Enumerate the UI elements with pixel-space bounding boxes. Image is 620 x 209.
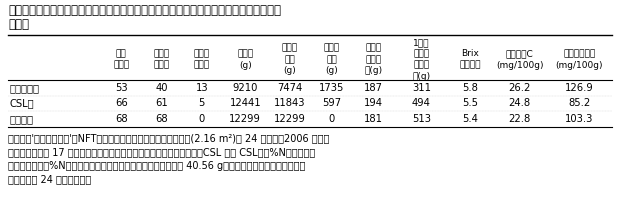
Text: 5.8: 5.8 (462, 83, 478, 93)
Text: 1株あ: 1株あ (413, 38, 430, 47)
Text: トマト'ハウス桃太郎'をNFT（薄膜水耕）システムで栽培、各区(2.16 m²)に 24 株定植。2006 年６月: トマト'ハウス桃太郎'をNFT（薄膜水耕）システムで栽培、各区(2.16 m²)… (8, 134, 329, 144)
Text: 表１　有機質肥料と化学肥料を使った養液栽培のトマト一段栽培における収量と品質の: 表１ 有機質肥料と化学肥料を使った養液栽培のトマト一段栽培における収量と品質の (8, 4, 281, 17)
Text: （個）: （個） (193, 61, 210, 70)
Text: 13: 13 (195, 83, 208, 93)
Text: 収量: 収量 (284, 55, 295, 64)
Text: 61: 61 (155, 98, 168, 108)
Text: 24.8: 24.8 (508, 98, 531, 108)
Text: 11843: 11843 (274, 98, 305, 108)
Text: 0: 0 (329, 114, 335, 124)
Text: 494: 494 (412, 98, 431, 108)
Text: CSL区: CSL区 (10, 98, 35, 108)
Text: 不良果: 不良果 (193, 49, 210, 58)
Text: ７日定植、８月 17 日栽培終了。肥料は化学肥料区に大塚ハウス肥料、CSL 区に CSL（３%N）、籠煮汁: ７日定植、８月 17 日栽培終了。肥料は化学肥料区に大塚ハウス肥料、CSL 区に… (8, 147, 315, 157)
Text: 収量は各区 24 株の合計値。: 収量は各区 24 株の合計値。 (8, 174, 91, 184)
Text: 181: 181 (365, 114, 383, 124)
Text: （平均）: （平均） (459, 61, 481, 70)
Text: (g): (g) (326, 66, 338, 75)
Text: 0: 0 (198, 114, 205, 124)
Text: 9210: 9210 (232, 83, 258, 93)
Text: 68: 68 (115, 114, 128, 124)
Text: (mg/100g): (mg/100g) (496, 61, 543, 70)
Text: 26.2: 26.2 (508, 83, 531, 93)
Text: たり良: たり良 (414, 49, 430, 58)
Text: （個）: （個） (113, 61, 129, 70)
Text: Brix: Brix (461, 49, 479, 58)
Text: 5.5: 5.5 (462, 98, 478, 108)
Text: （個）: （個） (153, 61, 169, 70)
Text: 85.2: 85.2 (569, 98, 591, 108)
Text: 果数: 果数 (116, 49, 126, 58)
Text: 5.4: 5.4 (462, 114, 478, 124)
Text: 総収量: 総収量 (237, 49, 253, 58)
Text: 12299: 12299 (273, 114, 306, 124)
Text: 区に籠煮汁（６%N）を使用。栽培通期の窒素添加量合計は各区 40.56 g。総収量、良品果収量、不良果: 区に籠煮汁（６%N）を使用。栽培通期の窒素添加量合計は各区 40.56 g。総収… (8, 161, 306, 171)
Text: (g): (g) (283, 66, 296, 75)
Text: 籠煮汁区: 籠煮汁区 (10, 114, 34, 124)
Text: 化学肥料区: 化学肥料区 (10, 83, 40, 93)
Text: 良品果: 良品果 (153, 49, 169, 58)
Text: 量(g): 量(g) (412, 72, 430, 81)
Text: 平均果: 平均果 (366, 55, 382, 64)
Text: 22.8: 22.8 (508, 114, 531, 124)
Text: 12441: 12441 (229, 98, 261, 108)
Text: 513: 513 (412, 114, 431, 124)
Text: グルタミン酸: グルタミン酸 (564, 49, 596, 58)
Text: 187: 187 (365, 83, 383, 93)
Text: 収量: 収量 (326, 55, 337, 64)
Text: 68: 68 (155, 114, 168, 124)
Text: 597: 597 (322, 98, 341, 108)
Text: 1735: 1735 (319, 83, 344, 93)
Text: 比較: 比較 (8, 19, 29, 32)
Text: 7474: 7474 (277, 83, 302, 93)
Text: 40: 40 (155, 83, 168, 93)
Text: 不良果: 不良果 (324, 44, 340, 53)
Text: 126.9: 126.9 (565, 83, 594, 93)
Text: 194: 194 (365, 98, 383, 108)
Text: 良品果: 良品果 (366, 44, 382, 53)
Text: 品果収: 品果収 (414, 61, 430, 70)
Text: 53: 53 (115, 83, 128, 93)
Text: 重(g): 重(g) (365, 66, 383, 75)
Text: 5: 5 (198, 98, 205, 108)
Text: ビタミンC: ビタミンC (506, 49, 533, 58)
Text: (g): (g) (239, 61, 252, 70)
Text: 12299: 12299 (229, 114, 261, 124)
Text: (mg/100g): (mg/100g) (556, 61, 603, 70)
Text: 良品果: 良品果 (281, 44, 298, 53)
Text: 103.3: 103.3 (565, 114, 593, 124)
Text: 66: 66 (115, 98, 128, 108)
Text: 311: 311 (412, 83, 431, 93)
